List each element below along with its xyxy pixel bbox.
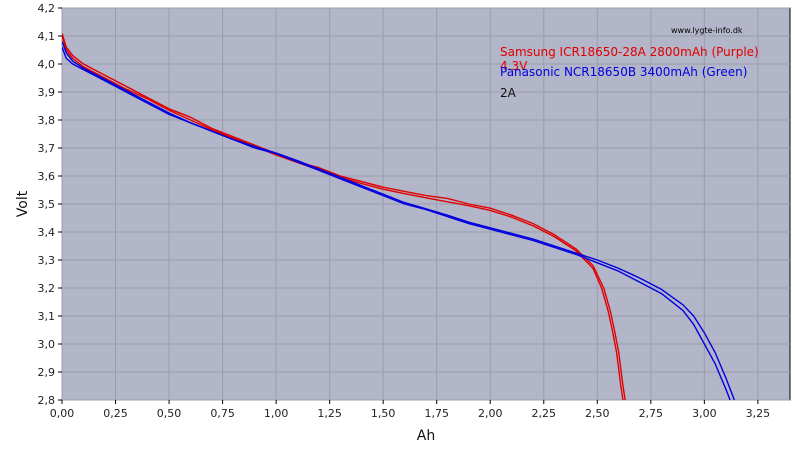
series-group <box>62 32 735 400</box>
x-tick-label: 2,75 <box>639 407 664 420</box>
series-line-1 <box>62 35 624 400</box>
x-tick-label: 0,50 <box>157 407 182 420</box>
y-tick-label: 2,9 <box>38 366 56 379</box>
x-tick-label: 1,00 <box>264 407 289 420</box>
y-tick-label: 3,9 <box>38 86 56 99</box>
x-tick-label: 1,50 <box>371 407 396 420</box>
y-tick-label: 4,2 <box>38 2 56 15</box>
y-tick-label: 4,1 <box>38 30 56 43</box>
series-line-3 <box>62 41 735 400</box>
x-tick-label: 0,00 <box>50 407 75 420</box>
series-line-2 <box>62 46 731 400</box>
y-tick-label: 3,2 <box>38 282 56 295</box>
y-tick-label: 3,3 <box>38 254 56 267</box>
y-tick-label: 3,0 <box>38 338 56 351</box>
grid <box>61 7 790 401</box>
x-tick-label: 1,75 <box>424 407 449 420</box>
legend-entry-charge-voltage: 4.3V <box>500 59 528 73</box>
y-tick-label: 4,0 <box>38 58 56 71</box>
x-tick-label: 2,00 <box>478 407 503 420</box>
y-tick-label: 3,5 <box>38 198 56 211</box>
x-tick-label: 3,00 <box>692 407 717 420</box>
y-tick-label: 3,4 <box>38 226 56 239</box>
y-tick-label: 3,6 <box>38 170 56 183</box>
x-tick-label: 0,25 <box>103 407 128 420</box>
y-tick-label: 2,8 <box>38 394 56 407</box>
x-tick-label: 3,25 <box>746 407 771 420</box>
legend-entry-samsung: Samsung ICR18650-28A 2800mAh (Purple) <box>500 45 759 59</box>
x-tick-label: 2,50 <box>585 407 610 420</box>
x-tick-label: 0,75 <box>210 407 235 420</box>
y-tick-label: 3,1 <box>38 310 56 323</box>
y-axis-title: Volt <box>15 190 31 217</box>
y-tick-label: 3,8 <box>38 114 56 127</box>
y-tick-label: 3,7 <box>38 142 56 155</box>
x-axis-title: Ah <box>417 428 435 444</box>
legend-entry-current: 2A <box>500 86 517 100</box>
series-line-0 <box>62 32 626 400</box>
watermark-text: www.lygte-info.dk <box>671 26 743 35</box>
x-tick-label: 2,25 <box>532 407 557 420</box>
ticks: 0,00 0,25 0,50 0,75 1,00 1,25 1,50 1,75 2,00 2,25… <box>38 2 771 420</box>
x-tick-label: 1,25 <box>317 407 342 420</box>
legend-entry-panasonic: Panasonic NCR18650B 3400mAh (Green) <box>500 65 747 79</box>
